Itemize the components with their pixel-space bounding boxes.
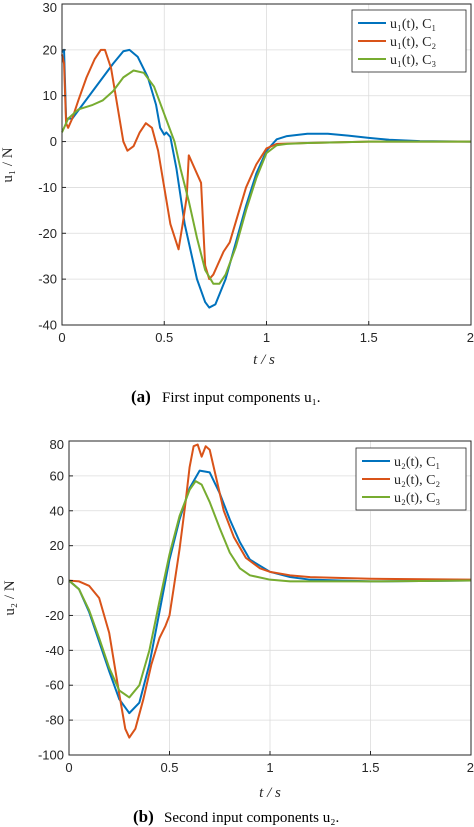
y-tick-label: 10 (43, 88, 57, 103)
y-tick-label: -40 (38, 318, 57, 333)
y-tick-label: 20 (43, 42, 57, 57)
y-tick-label: 20 (50, 538, 64, 553)
axis-ticks: 0 0.5 1 1.5 2 -100 -80 -60 -40 -20 0 20 40 60 80 (38, 437, 474, 775)
y-tick-label: -20 (38, 226, 57, 241)
x-tick-label: 1.5 (361, 760, 379, 775)
y-axis-label: u₂ / N (2, 580, 18, 615)
series-line-3 (68, 480, 472, 699)
series-lines (68, 443, 472, 739)
x-tick-label: 2 (467, 760, 474, 775)
y-tick-label: -80 (45, 713, 64, 728)
y-tick-label: 0 (57, 573, 64, 588)
y-tick-label: -10 (38, 180, 57, 195)
axis-ticks: 0 0.5 1 1.5 2 -40 -30 -20 -10 0 10 20 30 (38, 0, 474, 345)
x-tick-label: 2 (467, 330, 474, 345)
caption-label: (b) (133, 807, 154, 826)
y-tick-label: -30 (38, 272, 57, 287)
y-tick-label: 0 (50, 134, 57, 149)
y-tick-label: -40 (45, 643, 64, 658)
y-tick-label: -20 (45, 608, 64, 623)
x-tick-label: 1 (263, 330, 270, 345)
caption: Second input components u₂. (164, 810, 339, 826)
series-line-3 (61, 69, 471, 285)
x-tick-label: 0 (58, 330, 65, 345)
legend-entry: u₂(t), C₁ (394, 455, 440, 470)
y-tick-label: 40 (50, 503, 64, 518)
series-line-2 (61, 48, 471, 281)
chart-panel-b: 0 0.5 1 1.5 2 -100 -80 -60 -40 -20 0 20 40 60 80 t / s… (2, 437, 474, 826)
y-tick-label: -60 (45, 678, 64, 693)
series-lines (61, 48, 472, 309)
caption: First input components u₁. (162, 390, 321, 406)
x-tick-label: 0 (65, 760, 72, 775)
legend-entry: u₂(t), C₂ (394, 473, 440, 488)
series-line-1 (61, 48, 472, 309)
x-tick-label: 1 (266, 760, 273, 775)
legend-entry: u₂(t), C₃ (394, 491, 440, 506)
legend-entry: u₁(t), C₁ (390, 17, 436, 32)
y-tick-label: 30 (43, 0, 57, 15)
x-tick-label: 1.5 (360, 330, 378, 345)
x-axis-label: t / s (253, 352, 275, 368)
y-tick-label: 80 (50, 437, 64, 452)
y-tick-label: 60 (50, 468, 64, 483)
y-axis-label: u₁ / N (0, 147, 16, 182)
x-axis-label: t / s (259, 785, 281, 801)
caption-label: (a) (131, 387, 151, 406)
legend-entry: u₁(t), C₃ (390, 53, 436, 68)
legend: u₂(t), C₁ u₂(t), C₂ u₂(t), C₃ (355, 447, 467, 511)
chart-panel-a: 0 0.5 1 1.5 2 -40 -30 -20 -10 0 10 20 30 t / s u₁ / … (0, 0, 474, 406)
legend: u₁(t), C₁ u₁(t), C₂ u₁(t), C₃ (351, 9, 467, 73)
x-tick-label: 0.5 (155, 330, 173, 345)
x-tick-label: 0.5 (160, 760, 178, 775)
y-tick-label: -100 (38, 748, 64, 763)
legend-entry: u₁(t), C₂ (390, 35, 436, 50)
